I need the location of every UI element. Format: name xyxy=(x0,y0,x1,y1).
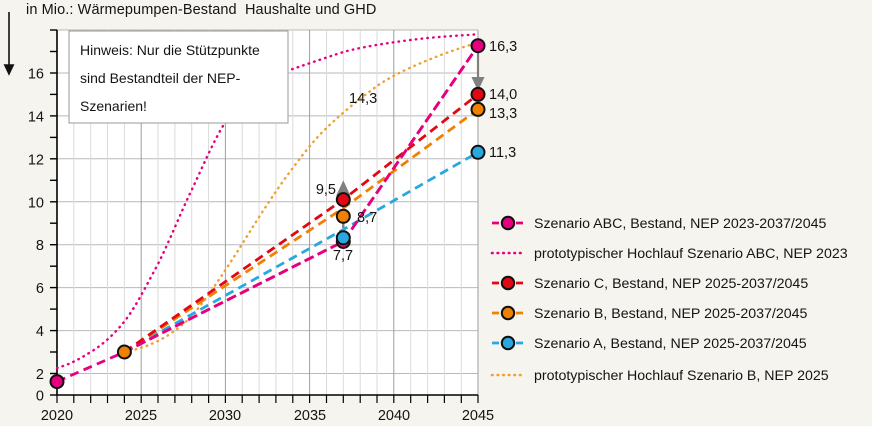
y-tick-2: 2 xyxy=(36,367,44,383)
series-szenario-b-line xyxy=(123,108,479,354)
series-prototypical-b-line xyxy=(123,41,480,354)
marker-c-2045 xyxy=(470,86,486,102)
legend-swatch-marker xyxy=(500,275,516,291)
label-b-2037: 8,7 xyxy=(357,210,377,226)
y-tick-4: 4 xyxy=(36,324,44,340)
legend-label-2: Szenario C, Bestand, NEP 2025-2037/2045 xyxy=(534,276,808,292)
series-szenario-a-line xyxy=(123,151,479,354)
legend-label-4: Szenario A, Bestand, NEP 2025-2037/2045 xyxy=(534,336,807,352)
legend-label-3: Szenario B, Bestand, NEP 2025-2037/2045 xyxy=(534,306,808,322)
series-szenario-abc-line-3 xyxy=(342,44,480,243)
x-tick-2045: 2045 xyxy=(462,408,494,424)
label-a-2045: 11,3 xyxy=(489,145,516,161)
data-markers xyxy=(49,38,486,390)
legend-item-szenario-abc[interactable]: Szenario ABC, Bestand, NEP 2023-2037/204… xyxy=(492,215,826,232)
legend-item-szenario-a[interactable]: Szenario A, Bestand, NEP 2025-2037/2045 xyxy=(492,335,807,352)
value-labels: 14,3 16,3 9,5 14,0 8,7 13,3 7,7 11,3 xyxy=(316,39,517,264)
marker-c-2037 xyxy=(335,192,351,208)
legend-swatch-marker xyxy=(500,305,516,321)
marker-abc-2045 xyxy=(470,38,486,54)
y-tick-6: 6 xyxy=(36,281,44,297)
marker-all-2024 xyxy=(116,344,132,360)
legend-item-prototypical-abc[interactable]: prototypischer Hochlauf Szenario ABC, NE… xyxy=(490,246,848,262)
note-line-1: Hinweis: Nur die Stützpunkte xyxy=(80,42,260,58)
marker-a-2037 xyxy=(335,230,351,246)
legend: Szenario ABC, Bestand, NEP 2023-2037/204… xyxy=(490,215,848,384)
marker-a-2045 xyxy=(470,144,486,160)
x-tick-2025: 2025 xyxy=(125,408,157,424)
label-c-2037: 9,5 xyxy=(316,182,336,198)
x-tick-2035: 2035 xyxy=(294,408,326,424)
legend-item-szenario-b[interactable]: Szenario B, Bestand, NEP 2025-2037/2045 xyxy=(492,305,808,322)
note-box: Hinweis: Nur die Stützpunkte sind Bestan… xyxy=(68,30,289,124)
x-tick-2040: 2040 xyxy=(378,408,410,424)
label-a-2037: 7,7 xyxy=(333,248,353,264)
x-axis-labels: 2020 2025 2030 2035 2040 2045 xyxy=(41,408,494,424)
legend-item-szenario-c[interactable]: Szenario C, Bestand, NEP 2025-2037/2045 xyxy=(492,275,808,292)
y-tick-0: 0 xyxy=(36,389,44,405)
label-b-2045: 13,3 xyxy=(489,106,517,122)
label-abc-2037: 14,3 xyxy=(349,91,377,107)
page-title: in Mio.: Wärmepumpen-Bestand Haushalte u… xyxy=(26,2,377,18)
x-tick-2030: 2030 xyxy=(209,408,241,424)
legend-swatch-marker xyxy=(500,215,516,231)
marker-abc-2020 xyxy=(49,374,65,390)
y-axis-ticks xyxy=(50,29,57,396)
y-tick-10: 10 xyxy=(28,195,44,211)
x-axis-ticks xyxy=(56,395,479,403)
label-c-2045: 14,0 xyxy=(489,87,517,103)
legend-label-5: prototypischer Hochlauf Szenario B, NEP … xyxy=(534,368,829,384)
x-tick-2020: 2020 xyxy=(41,408,73,424)
y-tick-16: 16 xyxy=(28,67,44,83)
marker-b-2045 xyxy=(470,101,486,117)
marker-b-2037 xyxy=(335,208,351,224)
legend-swatch-marker xyxy=(500,335,516,351)
label-abc-2045: 16,3 xyxy=(489,39,517,55)
y-axis-labels: 0 2 4 6 8 10 12 14 16 xyxy=(28,67,44,405)
note-line-2: sind Bestandteil der NEP- xyxy=(80,70,241,86)
y-tick-14: 14 xyxy=(28,109,44,125)
note-line-3: Szenarien! xyxy=(80,98,147,114)
y-tick-8: 8 xyxy=(36,238,44,254)
legend-label-1: prototypischer Hochlauf Szenario ABC, NE… xyxy=(534,246,848,262)
legend-label-0: Szenario ABC, Bestand, NEP 2023-2037/204… xyxy=(534,216,826,232)
legend-item-prototypical-b[interactable]: prototypischer Hochlauf Szenario B, NEP … xyxy=(490,368,829,384)
y-tick-12: 12 xyxy=(28,152,44,168)
